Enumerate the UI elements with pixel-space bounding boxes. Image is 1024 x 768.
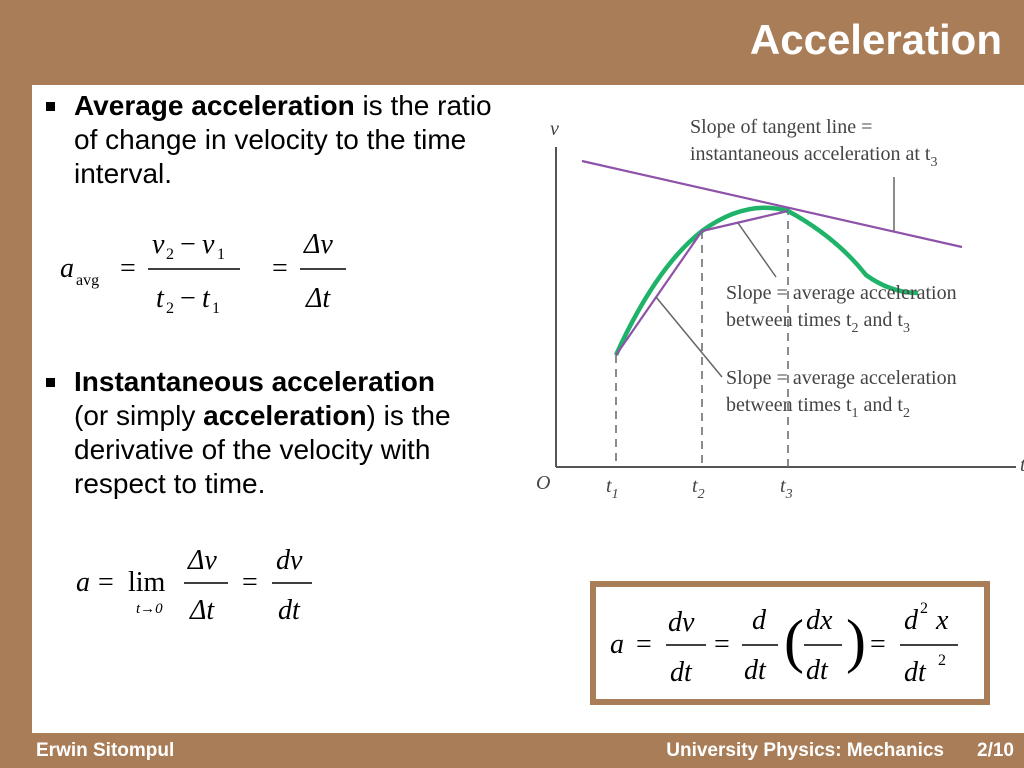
svg-text:d: d (904, 605, 919, 636)
svg-text:(: ( (784, 608, 804, 674)
annotation-avg23-line2: between times t2 and t3 (726, 309, 910, 336)
svg-text:t: t (156, 283, 165, 314)
svg-text:=: = (636, 629, 652, 660)
svg-text:dv: dv (668, 607, 695, 638)
svg-text:dv: dv (276, 545, 303, 576)
annotation-tangent-line2: instantaneous acceleration at t3 (690, 143, 937, 170)
bullet-marker (46, 378, 55, 387)
svg-text:=: = (714, 629, 730, 660)
page-number: 2/10 (977, 740, 1014, 761)
svg-text:dt: dt (278, 595, 301, 626)
footer-course: University Physics: Mechanics (666, 740, 944, 761)
tangent-line (581, 159, 963, 249)
svg-text:2: 2 (938, 652, 946, 669)
svg-text:Δt: Δt (305, 283, 331, 314)
footer-author: Erwin Sitompul (36, 740, 175, 761)
svg-text:2: 2 (920, 600, 928, 617)
svg-text:v: v (152, 229, 165, 260)
bullet-bold-term: Average acceleration (74, 90, 355, 121)
svg-text:dt: dt (744, 655, 767, 686)
bullet-text: Instantaneous acceleration (or simply ac… (74, 366, 451, 499)
svg-text:=: = (120, 253, 136, 284)
svg-text:x: x (935, 605, 949, 636)
annotation-tangent-line1: Slope of tangent line = (690, 116, 872, 138)
svg-text:a: a (76, 567, 90, 598)
svg-text:t: t (202, 283, 211, 314)
bullet-bold-term: Instantaneous acceleration (74, 366, 436, 397)
origin-label: O (536, 472, 550, 494)
svg-text:=: = (272, 253, 288, 284)
svg-text:): ) (846, 608, 866, 674)
svg-text:dt: dt (670, 657, 693, 688)
svg-text:1: 1 (217, 246, 225, 263)
svg-text:−: − (180, 229, 196, 260)
tick-t1: t1 (606, 475, 619, 502)
eq-a: a (60, 253, 74, 284)
svg-text:=: = (242, 567, 258, 598)
t-axis-label: t (1020, 454, 1024, 476)
svg-text:t→0: t→0 (136, 601, 163, 617)
acceleration-derivative-box: a = dv dt = d dt ( dx dt ) = d 2 x dt 2 (590, 581, 990, 705)
slide-title: Acceleration (749, 16, 1002, 63)
annotation-avg23-line1: Slope = average acceleration (726, 282, 957, 304)
bullet-marker (46, 102, 55, 111)
svg-text:v: v (202, 229, 215, 260)
svg-text:a: a (610, 629, 624, 660)
tick-t3: t3 (780, 475, 793, 502)
annotation-avg12-line1: Slope = average acceleration (726, 367, 957, 389)
instantaneous-acceleration-equation: a = lim t→0 Δv Δt = dv dt (76, 545, 336, 640)
secant-lines (615, 209, 789, 356)
svg-text:d: d (752, 605, 767, 636)
svg-text:lim: lim (128, 567, 166, 598)
velocity-curve (613, 205, 919, 356)
tick-t2: t2 (692, 475, 705, 502)
eq-sub-avg: avg (76, 272, 99, 289)
svg-text:dx: dx (806, 605, 833, 636)
svg-text:2: 2 (166, 300, 174, 317)
svg-text:dt: dt (904, 657, 927, 688)
v-axis-label: v (550, 118, 559, 140)
svg-text:Δt: Δt (189, 595, 215, 626)
velocity-time-graph: v t O t1 t2 t3 Slope of tangent line = i (506, 107, 1024, 512)
svg-text:dt: dt (806, 655, 829, 686)
svg-text:1: 1 (212, 300, 220, 317)
annotation-avg12-line2: between times t1 and t2 (726, 394, 910, 421)
average-acceleration-equation: a avg = v 2 − v 1 t 2 − t 1 = Δv Δt (60, 225, 360, 330)
slide-content: Average acceleration is the ratio of cha… (32, 85, 1024, 733)
bullet-body: is the ratio of change in velocity to th… (74, 90, 492, 189)
svg-text:Δv: Δv (187, 545, 217, 576)
svg-text:2: 2 (166, 246, 174, 263)
svg-text:=: = (98, 567, 114, 598)
bullet-text: Average acceleration is the ratio of cha… (74, 89, 504, 191)
svg-text:=: = (870, 629, 886, 660)
svg-text:Δv: Δv (303, 229, 333, 260)
svg-text:−: − (180, 283, 196, 314)
